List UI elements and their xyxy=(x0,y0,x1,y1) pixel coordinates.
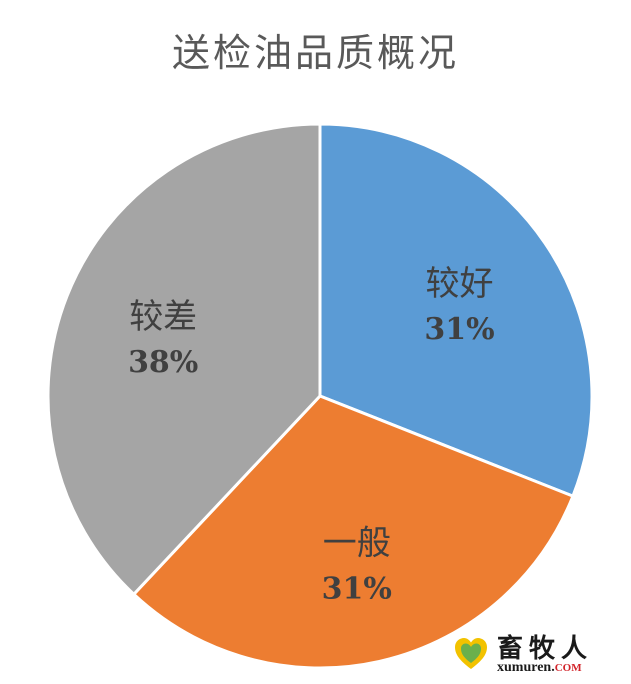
chart-title: 送检油品质概况 xyxy=(171,31,459,75)
slice-category-label: 较差 xyxy=(129,297,197,337)
slice-category-label: 一般 xyxy=(323,524,391,564)
slice-category-label: 较好 xyxy=(425,264,493,304)
watermark-text-cn: 畜牧人 xyxy=(497,634,594,664)
pie-slice xyxy=(46,122,322,596)
slice-percent-label: 38% xyxy=(128,345,198,380)
pie-slice xyxy=(318,122,594,498)
watermark-text-en: xumuren.COM xyxy=(497,660,582,676)
slice-percent-label: 31% xyxy=(322,572,392,607)
heart-logo-icon xyxy=(455,638,487,669)
watermark: 畜牧人 xumuren.COM xyxy=(453,628,613,680)
watermark-domain-suffix: COM xyxy=(554,662,582,674)
watermark-domain: xumuren. xyxy=(497,660,555,675)
slice-percent-label: 31% xyxy=(424,312,494,347)
pie-slice xyxy=(132,394,575,670)
